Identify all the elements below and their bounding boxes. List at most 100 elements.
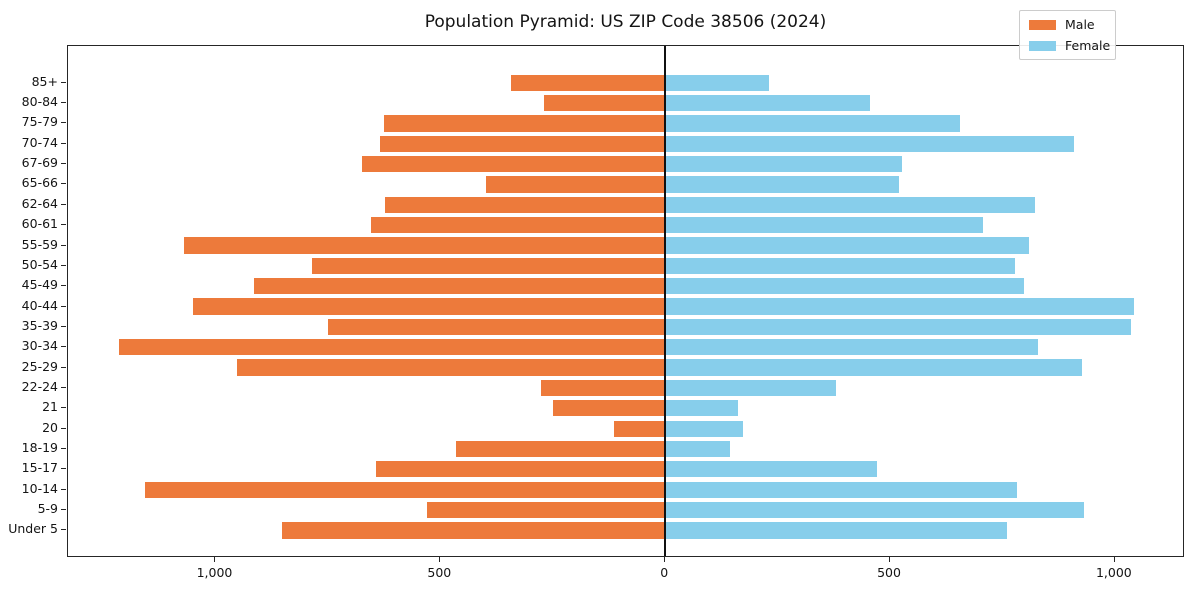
- legend-label-female: Female: [1065, 38, 1111, 53]
- y-tick-mark: [61, 468, 66, 470]
- plot-area: [67, 45, 1184, 557]
- y-tick-mark: [61, 366, 66, 368]
- y-tick-mark: [61, 488, 66, 490]
- female-color-swatch: [1029, 41, 1056, 51]
- x-tick-label: 0: [660, 565, 669, 580]
- y-tick-label: 50-54: [21, 256, 58, 272]
- y-tick-mark: [61, 305, 66, 307]
- bar-male-62-64: [385, 196, 666, 213]
- chart-title: Population Pyramid: US ZIP Code 38506 (2…: [424, 12, 827, 32]
- bar-male-85+: [511, 74, 666, 91]
- bar-female-40-44: [665, 298, 1135, 315]
- bar-female-18-19: [665, 440, 730, 458]
- y-tick-label: 55-59: [21, 236, 58, 252]
- bar-female-45-49: [665, 278, 1024, 295]
- bar-female-10-14: [665, 481, 1017, 498]
- y-tick-mark: [61, 427, 66, 429]
- bar-female-30-34: [665, 339, 1038, 356]
- y-tick-mark: [61, 509, 66, 511]
- bar-male-75-79: [383, 115, 666, 132]
- bar-female-80-84: [665, 94, 870, 112]
- legend: Male Female: [1019, 10, 1116, 60]
- y-tick-mark: [61, 407, 66, 409]
- bar-male-65-66: [485, 176, 666, 193]
- bar-female-62-64: [665, 196, 1036, 213]
- y-tick-label: 40-44: [21, 297, 58, 313]
- y-tick-label: 5-9: [37, 501, 58, 517]
- bar-female-85+: [665, 74, 770, 91]
- y-tick-label: 60-61: [21, 216, 58, 232]
- y-tick-mark: [61, 244, 66, 246]
- y-tick-mark: [61, 224, 66, 226]
- y-tick-label: 75-79: [21, 114, 58, 130]
- bar-female-25-29: [665, 359, 1083, 376]
- x-tick-mark: [889, 557, 890, 562]
- zero-axis-line: [664, 46, 666, 556]
- bar-male-67-69: [362, 155, 666, 173]
- y-tick-mark: [61, 386, 66, 388]
- legend-label-male: Male: [1065, 17, 1095, 32]
- y-tick-label: 15-17: [21, 460, 58, 476]
- y-tick-label: 35-39: [21, 317, 58, 333]
- y-tick-label: 18-19: [21, 440, 58, 455]
- bar-female-20: [665, 420, 744, 437]
- x-tick-mark: [1113, 557, 1115, 562]
- y-tick-mark: [61, 448, 66, 449]
- y-tick-mark: [61, 163, 66, 165]
- y-tick-mark: [61, 264, 66, 266]
- x-tick-mark: [664, 557, 666, 562]
- x-tick-mark: [439, 557, 441, 562]
- bar-male-21: [553, 400, 666, 417]
- y-tick-label: 62-64: [21, 195, 58, 211]
- bar-male-30-34: [118, 339, 666, 356]
- bar-male-40-44: [193, 298, 666, 315]
- x-tick-label: 1,000: [196, 565, 233, 580]
- bar-male-20: [613, 420, 666, 437]
- bar-female-50-54: [665, 257, 1015, 274]
- bar-female-60-61: [665, 217, 984, 234]
- y-tick-label: 65-66: [21, 175, 58, 191]
- x-tick-label: 500: [877, 565, 901, 580]
- x-tick-label: 1,000: [1095, 565, 1132, 580]
- y-tick-mark: [61, 325, 66, 327]
- bar-male-under-5: [281, 522, 666, 539]
- y-tick-label: 80-84: [21, 94, 58, 110]
- bar-female-67-69: [665, 155, 902, 173]
- x-tick-label: 500: [427, 565, 452, 580]
- bar-female-15-17: [665, 461, 878, 478]
- bar-female-under-5: [665, 522, 1007, 539]
- y-tick-mark: [61, 346, 66, 348]
- bar-female-75-79: [665, 115, 961, 132]
- bar-female-70-74: [665, 135, 1075, 152]
- bar-male-70-74: [380, 135, 666, 152]
- bar-male-80-84: [543, 94, 666, 112]
- bar-male-35-39: [327, 318, 666, 336]
- y-tick-label: 20: [42, 419, 58, 435]
- y-tick-label: 30-34: [21, 338, 58, 354]
- legend-item-female: Female: [1029, 39, 1110, 53]
- y-tick-label: 85+: [31, 73, 58, 89]
- y-tick-mark: [61, 81, 66, 83]
- bar-male-15-17: [376, 461, 666, 478]
- bar-female-35-39: [665, 318, 1131, 336]
- y-tick-label: Under 5: [8, 521, 58, 537]
- bar-female-55-59: [665, 237, 1029, 254]
- y-tick-mark: [61, 183, 66, 185]
- y-tick-label: 22-24: [21, 378, 58, 394]
- bar-male-18-19: [455, 440, 666, 458]
- y-tick-mark: [61, 102, 66, 104]
- y-tick-label: 45-49: [21, 277, 58, 293]
- bar-male-45-49: [254, 278, 666, 295]
- bar-male-10-14: [144, 481, 666, 498]
- y-tick-label: 21: [42, 399, 58, 415]
- bar-female-65-66: [665, 176, 900, 193]
- y-tick-label: 67-69: [21, 155, 58, 171]
- bar-male-60-61: [371, 217, 666, 234]
- bar-male-55-59: [184, 237, 666, 254]
- y-tick-mark: [61, 529, 66, 531]
- y-tick-mark: [61, 203, 66, 205]
- y-tick-mark: [61, 285, 66, 287]
- y-tick-mark: [61, 142, 66, 144]
- bar-male-5-9: [426, 501, 666, 519]
